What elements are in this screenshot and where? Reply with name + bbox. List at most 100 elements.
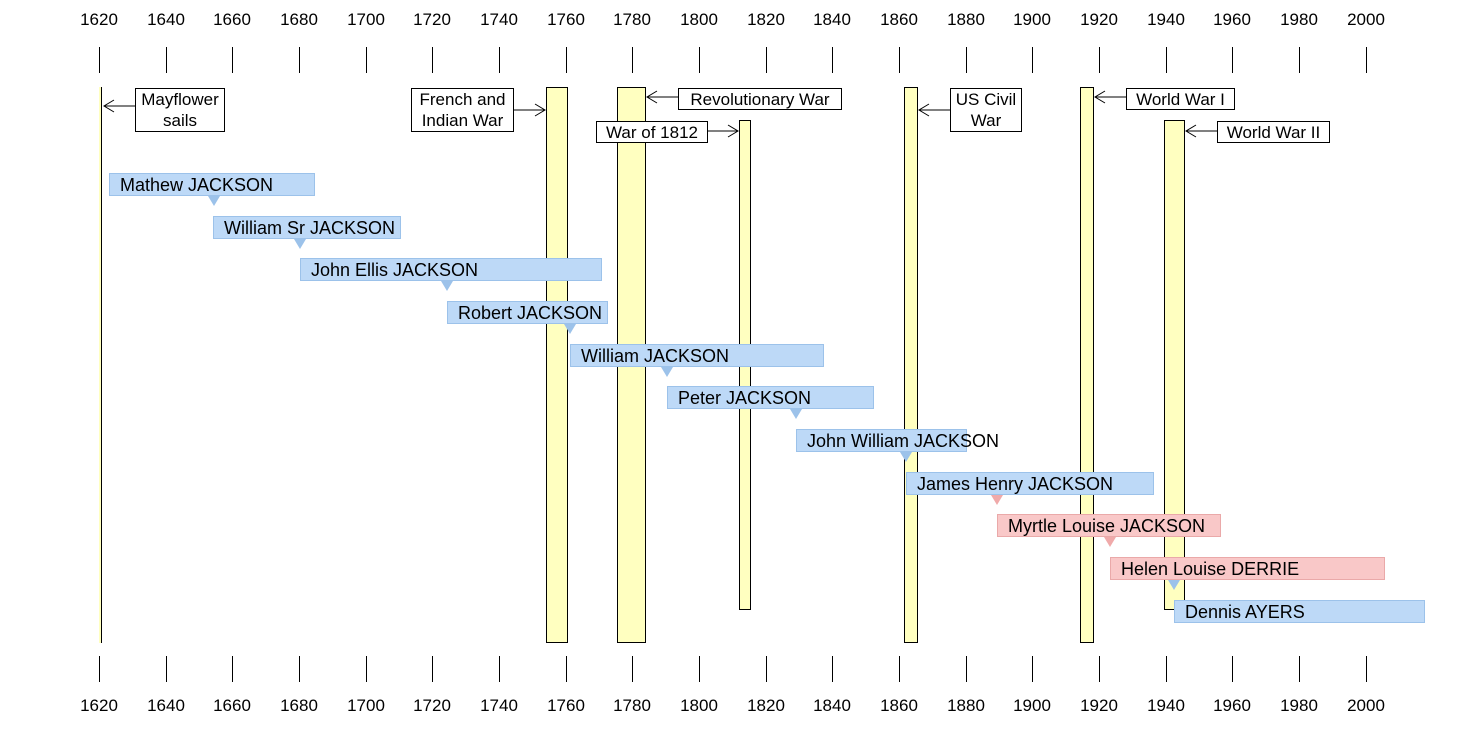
year-label-top: 1780	[613, 10, 651, 29]
world-war-1-arrow	[1094, 90, 1126, 104]
person-bar[interactable]: James Henry JACKSON	[906, 472, 1154, 495]
person-bar[interactable]: Robert JACKSON	[447, 301, 608, 324]
year-label-bottom: 1880	[947, 696, 985, 715]
year-label-top: 1880	[947, 10, 985, 29]
year-label-bottom: 1660	[213, 696, 251, 715]
year-label-bottom: 1840	[813, 696, 851, 715]
year-label-top: 1840	[813, 10, 851, 29]
year-label-bottom: 1940	[1147, 696, 1185, 715]
mayflower-marker	[99, 87, 102, 643]
axis-tick-top	[432, 47, 433, 73]
axis-tick-bottom	[966, 656, 967, 682]
year-label-bottom: 1960	[1213, 696, 1251, 715]
person-bar[interactable]: William Sr JACKSON	[213, 216, 401, 239]
axis-tick-top	[1366, 47, 1367, 73]
person-bar[interactable]: William JACKSON	[570, 344, 824, 367]
year-label-bottom: 1760	[547, 696, 585, 715]
person-bar[interactable]: Dennis AYERS	[1174, 600, 1425, 623]
year-label-top: 1680	[280, 10, 318, 29]
person-name: James Henry JACKSON	[917, 474, 1114, 494]
lineage-connector	[661, 367, 673, 377]
lineage-connector	[441, 281, 453, 291]
mayflower-arrow	[103, 99, 135, 113]
revolutionary-war-label-line: Revolutionary War	[690, 90, 830, 109]
person-name: William Sr JACKSON	[224, 218, 396, 238]
year-label-bottom: 1860	[880, 696, 918, 715]
axis-tick-bottom	[1166, 656, 1167, 682]
axis-tick-top	[1232, 47, 1233, 73]
axis-tick-bottom	[1299, 656, 1300, 682]
world-war-2-label: World War II	[1217, 121, 1330, 143]
world-war-2-arrow	[1185, 124, 1217, 138]
world-war-2-label-line: World War II	[1226, 123, 1321, 142]
person-bar[interactable]: Myrtle Louise JACKSON	[997, 514, 1221, 537]
world-war-1-label: World War I	[1126, 88, 1235, 110]
person-name: Myrtle Louise JACKSON	[1008, 516, 1206, 536]
axis-tick-bottom	[699, 656, 700, 682]
person-name: John William JACKSON	[807, 431, 1000, 451]
person-bar[interactable]: Helen Louise DERRIE	[1110, 557, 1385, 580]
axis-tick-bottom	[99, 656, 100, 682]
axis-tick-top	[1299, 47, 1300, 73]
axis-tick-top	[632, 47, 633, 73]
axis-tick-bottom	[766, 656, 767, 682]
war-of-1812-label-line: War of 1812	[606, 123, 698, 142]
mayflower-label: Mayflower sails	[135, 88, 225, 132]
lineage-connector	[1104, 537, 1116, 547]
person-bar[interactable]: John William JACKSON	[796, 429, 999, 452]
french-indian-war-label-line: Indian War	[421, 111, 504, 130]
year-label-top: 1820	[747, 10, 785, 29]
year-label-bottom: 1780	[613, 696, 651, 715]
year-label-top: 1940	[1147, 10, 1185, 29]
axis-tick-bottom	[632, 656, 633, 682]
person-name: John Ellis JACKSON	[311, 260, 479, 280]
axis-tick-top	[766, 47, 767, 73]
axis-tick-top	[299, 47, 300, 73]
person-bar[interactable]: John Ellis JACKSON	[300, 258, 602, 281]
axis-tick-top	[966, 47, 967, 73]
person-bar[interactable]: Mathew JACKSON	[109, 173, 315, 196]
year-label-top: 1800	[680, 10, 718, 29]
year-label-bottom: 1980	[1280, 696, 1318, 715]
year-label-top: 1700	[347, 10, 385, 29]
revolutionary-war-label: Revolutionary War	[678, 88, 842, 110]
year-label-bottom: 1900	[1013, 696, 1051, 715]
axis-tick-top	[566, 47, 567, 73]
year-label-top: 1740	[480, 10, 518, 29]
axis-tick-top	[232, 47, 233, 73]
year-label-top: 1980	[1280, 10, 1318, 29]
axis-tick-top	[1032, 47, 1033, 73]
person-name: Helen Louise DERRIE	[1121, 559, 1300, 579]
person-name: William JACKSON	[581, 346, 730, 366]
axis-tick-top	[832, 47, 833, 73]
axis-tick-top	[366, 47, 367, 73]
world-war-1-label-line: World War I	[1136, 90, 1225, 109]
world-war-1-bar	[1080, 87, 1094, 643]
year-label-bottom: 1720	[413, 696, 451, 715]
year-label-top: 1720	[413, 10, 451, 29]
civil-war-label-line: US Civil	[955, 90, 1017, 109]
axis-tick-bottom	[299, 656, 300, 682]
axis-tick-bottom	[832, 656, 833, 682]
person-bar[interactable]: Peter JACKSON	[667, 386, 874, 409]
lineage-connector	[900, 452, 912, 462]
civil-war-arrow	[918, 103, 950, 117]
axis-tick-bottom	[899, 656, 900, 682]
axis-tick-top	[499, 47, 500, 73]
axis-tick-bottom	[499, 656, 500, 682]
axis-tick-top	[699, 47, 700, 73]
lineage-connector	[1168, 580, 1180, 590]
axis-tick-bottom	[1232, 656, 1233, 682]
axis-tick-bottom	[232, 656, 233, 682]
year-label-bottom: 1740	[480, 696, 518, 715]
lineage-connector	[208, 196, 220, 206]
axis-tick-bottom	[566, 656, 567, 682]
axis-tick-bottom	[1099, 656, 1100, 682]
axis-tick-top	[899, 47, 900, 73]
french-indian-war-bar	[546, 87, 568, 643]
axis-tick-top	[1099, 47, 1100, 73]
axis-tick-top	[99, 47, 100, 73]
civil-war-bar	[904, 87, 918, 643]
